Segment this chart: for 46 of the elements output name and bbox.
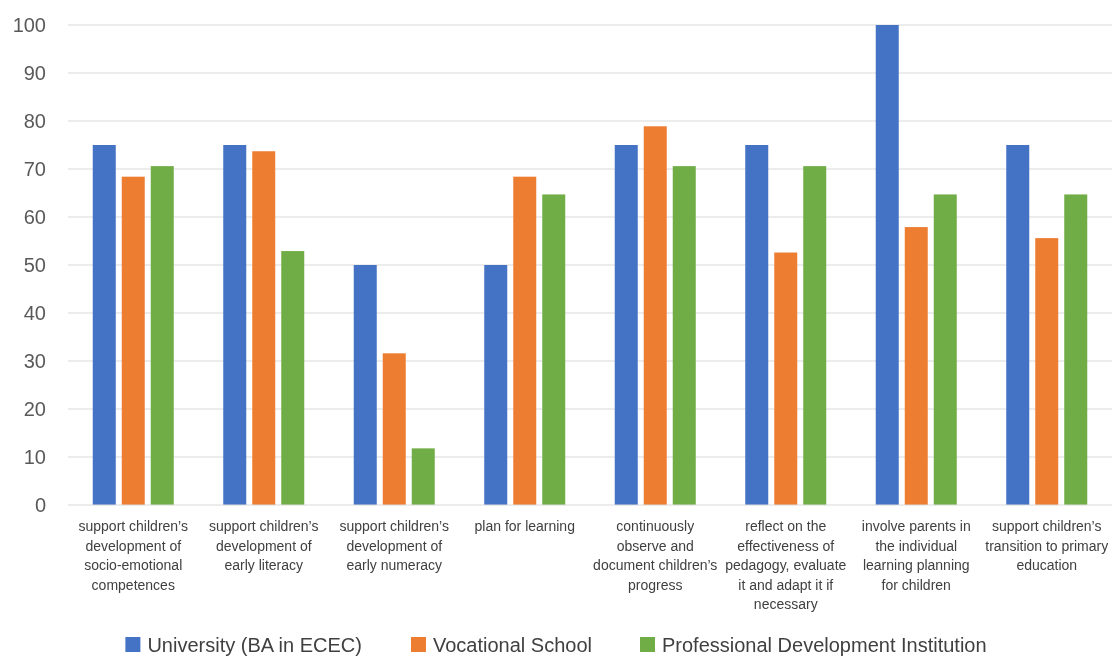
legend-label: Vocational School <box>432 634 592 656</box>
x-tick-label: support children’s development of early literacy <box>209 518 319 573</box>
y-tick-label: 30 <box>23 350 46 372</box>
bar <box>382 353 406 505</box>
y-tick-label: 90 <box>23 62 46 84</box>
bar <box>745 145 769 505</box>
y-tick-label: 80 <box>23 110 46 132</box>
bar <box>353 265 377 505</box>
bar <box>1035 238 1059 505</box>
x-tick-label: support children’s development of early numeracy <box>339 518 449 573</box>
y-tick-label: 60 <box>23 206 46 228</box>
legend-label: Professional Development Institution <box>661 634 987 656</box>
x-tick-label: support children’s development of socio-emotional competences <box>78 518 188 593</box>
bar <box>150 166 174 505</box>
bar <box>774 252 798 505</box>
y-tick-label: 20 <box>23 398 46 420</box>
bar <box>1064 194 1088 505</box>
bar <box>672 166 696 505</box>
y-tick-label: 50 <box>23 254 46 276</box>
x-tick-label: involve parents in the individual learning planning for children <box>861 518 971 593</box>
bar <box>614 145 638 505</box>
x-tick-label: reflect on the effectiveness of pedagogy, evaluate it and adapt it if necessary <box>725 518 847 612</box>
bar <box>542 194 566 505</box>
bar <box>92 145 116 505</box>
bar <box>411 448 435 505</box>
y-tick-label: 40 <box>23 302 46 324</box>
bar <box>252 151 276 505</box>
bar <box>643 126 667 505</box>
bar <box>875 25 899 505</box>
x-tick-label: support children’s transition to primary education <box>985 518 1109 573</box>
bar <box>281 251 305 505</box>
bar <box>933 194 957 505</box>
x-tick-label: continuously observe and document children’s progress <box>593 518 718 593</box>
y-tick-label: 100 <box>12 14 46 36</box>
y-tick-label: 70 <box>23 158 46 180</box>
y-tick-label: 0 <box>34 494 46 516</box>
bar <box>484 265 508 505</box>
bar <box>223 145 247 505</box>
bar <box>121 176 145 505</box>
x-tick-label: plan for learning <box>474 518 575 534</box>
legend-label: University (BA in ECEC) <box>147 634 362 656</box>
bar <box>803 166 827 505</box>
y-tick-label: 10 <box>23 446 46 468</box>
bar <box>513 176 537 505</box>
bar <box>904 227 928 505</box>
bar <box>1006 145 1030 505</box>
